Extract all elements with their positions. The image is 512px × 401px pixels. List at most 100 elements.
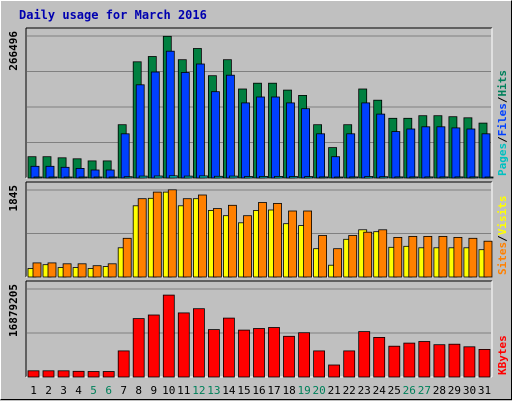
bar-sites bbox=[258, 202, 267, 278]
bar-files bbox=[271, 96, 280, 179]
bar-pages bbox=[198, 175, 208, 179]
bar-files bbox=[346, 133, 356, 179]
bar-kbytes bbox=[117, 350, 130, 378]
bar-sites bbox=[77, 263, 87, 278]
x-tick-label: 12 bbox=[192, 384, 205, 397]
bar-sites bbox=[393, 236, 403, 278]
legend: Sites/Visits bbox=[496, 196, 509, 276]
bar-files bbox=[225, 74, 235, 179]
bar-sites bbox=[438, 235, 448, 278]
chart-title: Daily usage for March 2016 bbox=[19, 8, 207, 22]
x-tick-label: 31 bbox=[478, 384, 491, 397]
bar-pages bbox=[168, 175, 178, 179]
bar-pages bbox=[304, 176, 314, 179]
axis-max-label: 1845 bbox=[7, 185, 20, 212]
bar-sites bbox=[227, 204, 237, 278]
x-tick-label: 10 bbox=[162, 384, 175, 397]
bar-sites bbox=[483, 240, 493, 278]
bar-pages bbox=[48, 176, 58, 179]
legend-entry: Hits bbox=[496, 70, 509, 97]
bar-files bbox=[180, 72, 190, 179]
bar-pages bbox=[364, 176, 374, 179]
bar-pages bbox=[349, 176, 359, 179]
bar-files bbox=[316, 133, 326, 179]
bar-files bbox=[301, 108, 311, 179]
bar-sites bbox=[167, 189, 177, 278]
bar-kbytes bbox=[132, 318, 145, 378]
bar-kbytes bbox=[313, 350, 326, 378]
legend-separator: / bbox=[496, 235, 509, 242]
legend-separator: / bbox=[496, 136, 509, 143]
bar-files bbox=[150, 71, 160, 179]
bar-files bbox=[256, 96, 265, 179]
bar-sites bbox=[122, 237, 132, 278]
bar-sites bbox=[32, 262, 42, 278]
legend-separator: / bbox=[496, 96, 509, 103]
bar-kbytes bbox=[162, 294, 175, 378]
bar-pages bbox=[138, 175, 148, 179]
bar-sites bbox=[273, 202, 282, 278]
x-tick-label: 20 bbox=[312, 384, 325, 397]
x-tick-label: 23 bbox=[358, 384, 371, 397]
x-tick-label: 2 bbox=[45, 384, 52, 397]
bar-sites bbox=[243, 215, 252, 278]
bar-sites bbox=[197, 194, 207, 278]
bar-kbytes bbox=[238, 329, 250, 378]
legend-entry: Sites bbox=[496, 242, 509, 275]
bar-pages bbox=[244, 176, 253, 179]
bar-files bbox=[376, 113, 386, 179]
bar-files bbox=[391, 131, 401, 179]
legend-entry: Pages bbox=[496, 143, 509, 176]
bar-files bbox=[75, 167, 85, 179]
x-tick-label: 28 bbox=[433, 384, 446, 397]
bar-pages bbox=[183, 175, 193, 179]
bar-files bbox=[195, 63, 205, 179]
x-tick-label: 22 bbox=[343, 384, 356, 397]
bar-kbytes bbox=[72, 370, 85, 378]
legend: Pages/Files/Hits bbox=[496, 70, 509, 176]
bar-kbytes bbox=[87, 371, 100, 378]
bar-sites bbox=[378, 229, 388, 278]
bar-kbytes bbox=[222, 317, 235, 378]
bar-pages bbox=[33, 176, 43, 179]
bar-files bbox=[331, 156, 341, 179]
bar-pages bbox=[78, 176, 88, 179]
bar-pages bbox=[424, 176, 434, 179]
bar-files bbox=[421, 126, 431, 179]
bar-kbytes bbox=[343, 350, 356, 378]
x-tick-label: 4 bbox=[75, 384, 82, 397]
x-tick-label: 29 bbox=[448, 384, 461, 397]
x-tick-label: 17 bbox=[267, 384, 280, 397]
bar-pages bbox=[228, 175, 238, 179]
x-tick-label: 21 bbox=[328, 384, 341, 397]
bar-pages bbox=[439, 176, 449, 179]
x-tick-label: 24 bbox=[373, 384, 387, 397]
x-tick-label: 3 bbox=[60, 384, 67, 397]
x-tick-label: 18 bbox=[282, 384, 295, 397]
bar-kbytes bbox=[478, 348, 491, 378]
bar-pages bbox=[153, 175, 163, 179]
bar-pages bbox=[289, 176, 298, 179]
x-tick-label: 16 bbox=[252, 384, 265, 397]
x-tick-label: 25 bbox=[388, 384, 401, 397]
bar-sites bbox=[318, 235, 328, 278]
bar-sites bbox=[288, 210, 297, 278]
bar-kbytes bbox=[373, 336, 386, 378]
bar-kbytes bbox=[433, 344, 446, 378]
bar-sites bbox=[303, 210, 313, 278]
x-tick-label: 7 bbox=[120, 384, 127, 397]
bar-sites bbox=[348, 235, 358, 278]
bar-files bbox=[481, 133, 491, 179]
x-tick-label: 26 bbox=[403, 384, 416, 397]
bar-files bbox=[436, 126, 446, 179]
x-tick-label: 13 bbox=[207, 384, 220, 397]
bar-kbytes bbox=[177, 312, 190, 378]
bar-pages bbox=[409, 176, 419, 179]
x-tick-label: 9 bbox=[150, 384, 157, 397]
bar-sites bbox=[152, 191, 162, 278]
x-tick-label: 30 bbox=[463, 384, 476, 397]
bar-sites bbox=[212, 208, 222, 278]
bar-files bbox=[135, 84, 145, 179]
bar-files bbox=[286, 102, 295, 179]
